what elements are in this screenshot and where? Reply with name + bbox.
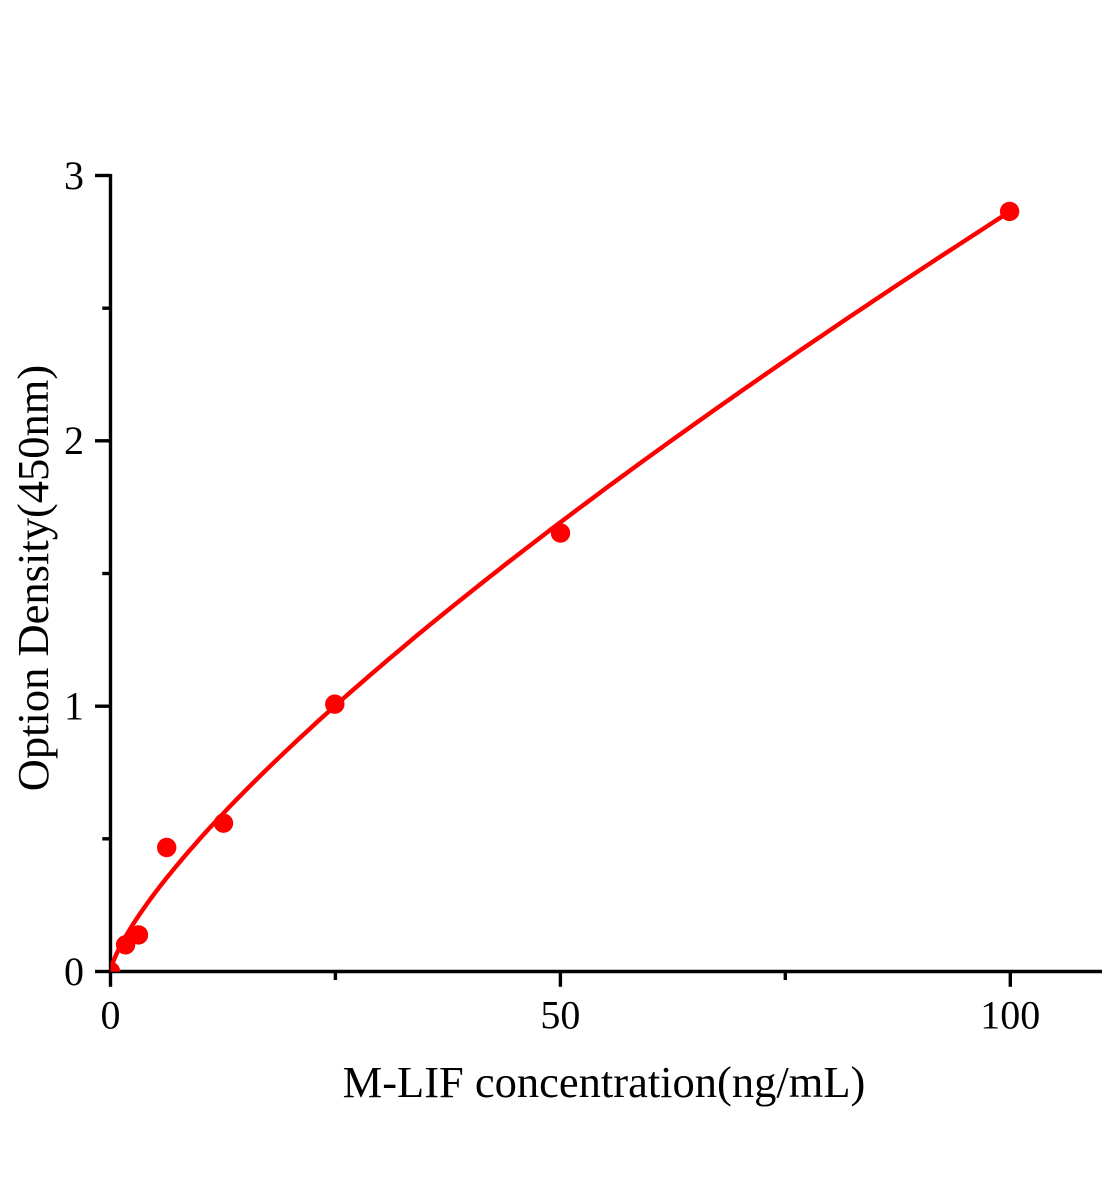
svg-text:3: 3 bbox=[64, 153, 84, 198]
svg-text:50: 50 bbox=[540, 993, 580, 1038]
svg-text:M-LIF concentration(ng/mL): M-LIF concentration(ng/mL) bbox=[343, 1057, 866, 1107]
svg-text:100: 100 bbox=[980, 993, 1040, 1038]
svg-text:Option Density(450nm): Option Density(450nm) bbox=[8, 365, 58, 791]
svg-text:0: 0 bbox=[101, 993, 121, 1038]
svg-text:1: 1 bbox=[64, 684, 84, 729]
svg-text:2: 2 bbox=[64, 418, 84, 463]
svg-text:0: 0 bbox=[64, 949, 84, 994]
